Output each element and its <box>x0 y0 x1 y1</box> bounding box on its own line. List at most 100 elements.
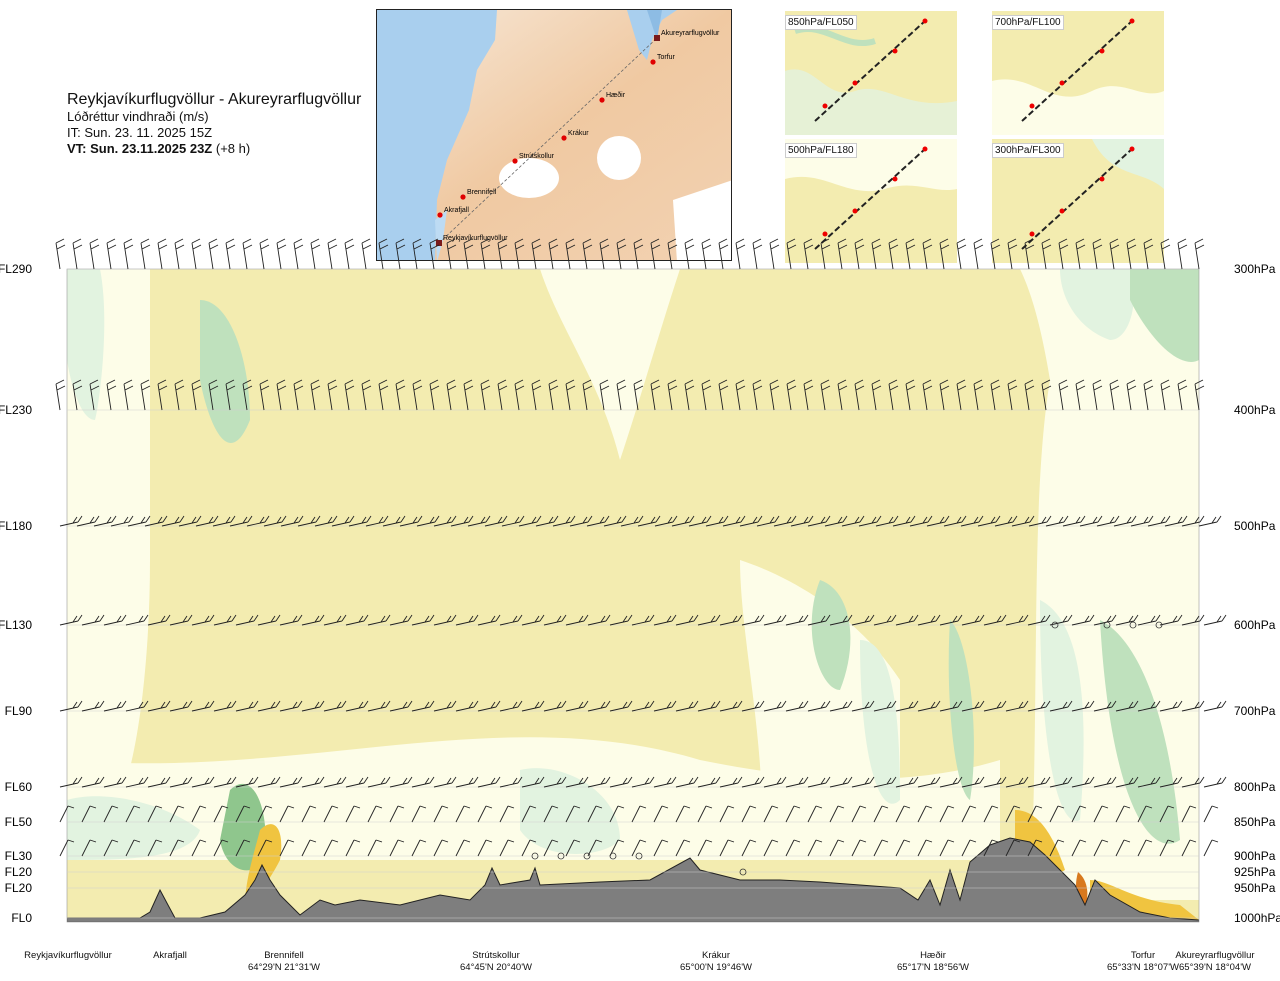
wind-barb <box>905 379 916 411</box>
location-label: Akrafjall <box>110 950 230 962</box>
wind-barb <box>1143 379 1154 411</box>
wind-barb <box>837 238 848 270</box>
wind-barb <box>637 515 661 527</box>
wind-barb <box>1092 238 1103 270</box>
wind-barb <box>1024 379 1035 411</box>
wind-barb <box>257 776 281 788</box>
wind-barb <box>72 238 83 270</box>
location-name: Brennifell <box>264 950 304 961</box>
wind-barb <box>1005 805 1021 823</box>
wind-barb <box>983 805 999 823</box>
wind-barb <box>367 776 391 788</box>
field-rising-7 <box>811 580 851 690</box>
wind-barb <box>939 839 955 857</box>
wind-barb <box>1027 614 1051 626</box>
route-waypoint-label: Strútskollur <box>519 153 555 160</box>
wind-barb <box>123 379 134 411</box>
wind-barb <box>429 379 440 411</box>
wind-barb <box>455 776 479 788</box>
wind-barb <box>719 839 735 857</box>
wind-barb <box>1079 515 1103 527</box>
wind-barb <box>477 776 501 788</box>
wind-barb <box>433 839 449 857</box>
wind-barb <box>667 379 678 411</box>
inset-700hpa-label: 700hPa/FL100 <box>992 15 1064 30</box>
wind-barb <box>785 805 801 823</box>
wind-barb <box>565 805 581 823</box>
wind-barb <box>1007 379 1018 411</box>
pressure-label: 1000hPa <box>1234 911 1280 925</box>
wind-barb <box>763 700 787 712</box>
valid-offset: (+8 h) <box>215 141 251 156</box>
wind-barb <box>684 238 695 270</box>
wind-barb <box>477 839 493 857</box>
route-waypoint-label: Torfur <box>657 54 676 61</box>
wind-barb <box>631 700 655 712</box>
location-label: Reykjavíkurflugvöllur <box>8 950 128 962</box>
wind-barb <box>263 515 287 527</box>
wind-barb <box>521 805 537 823</box>
flight-level-label: FL60 <box>5 780 33 794</box>
field-rising-6 <box>520 768 620 854</box>
wind-barb <box>586 515 610 527</box>
wind-barb <box>429 238 440 270</box>
wind-barb <box>917 776 941 788</box>
wind-barb <box>389 776 413 788</box>
wind-barb <box>389 839 405 857</box>
wind-barb <box>803 379 814 411</box>
wind-barb <box>257 839 273 857</box>
wind-barb <box>480 379 491 411</box>
wind-barb <box>208 238 219 270</box>
wind-barb <box>769 379 780 411</box>
location-coordinate: 65°17'N 18°56'W <box>897 962 969 973</box>
wind-barb <box>1115 776 1139 788</box>
wind-barb <box>741 700 765 712</box>
wind-barb <box>497 379 508 411</box>
route-waypoint-marker <box>654 35 660 41</box>
wind-barb <box>477 805 493 823</box>
wind-barb <box>157 238 168 270</box>
wind-barb <box>961 614 985 626</box>
wind-barb <box>235 839 251 857</box>
wind-barb <box>543 700 567 712</box>
wind-barb <box>961 700 985 712</box>
wind-barb <box>650 379 661 411</box>
wind-barb <box>565 614 589 626</box>
wind-barb <box>59 700 83 712</box>
calm-marker <box>583 852 591 860</box>
wind-barb <box>939 614 963 626</box>
wind-barb <box>279 700 303 712</box>
wind-barb <box>446 238 457 270</box>
route-waypoint-marker <box>437 212 443 218</box>
wind-barb <box>1071 839 1087 857</box>
wind-barb <box>1181 776 1205 788</box>
wind-barb <box>208 379 219 411</box>
wind-barb <box>990 238 1001 270</box>
wind-barb <box>323 776 347 788</box>
wind-barb <box>81 805 97 823</box>
wind-barb <box>477 614 501 626</box>
wind-barb <box>257 614 281 626</box>
wind-barb <box>323 700 347 712</box>
wind-barb <box>616 238 627 270</box>
wind-barb <box>259 379 270 411</box>
wind-barb <box>314 515 338 527</box>
wind-barb <box>499 839 515 857</box>
wind-barb <box>609 805 625 823</box>
inset-850hpa-map <box>785 11 957 135</box>
wind-barb <box>1159 614 1183 626</box>
wind-barb <box>697 776 721 788</box>
wind-barb <box>147 700 171 712</box>
field-weak-top <box>540 269 680 460</box>
flight-level-label: FL130 <box>0 618 32 632</box>
wind-barb <box>497 238 508 270</box>
wind-barb <box>667 238 678 270</box>
route-title: Reykjavíkurflugvöllur - Akureyrarflugvöl… <box>67 91 362 108</box>
wind-barb <box>212 515 236 527</box>
wind-barb <box>103 776 127 788</box>
wind-barb <box>1071 700 1095 712</box>
field-rising-9 <box>1040 600 1084 821</box>
wind-barb <box>191 805 207 823</box>
wind-barb <box>446 379 457 411</box>
location-coordinate: 65°33'N 18°07'W <box>1107 962 1179 973</box>
